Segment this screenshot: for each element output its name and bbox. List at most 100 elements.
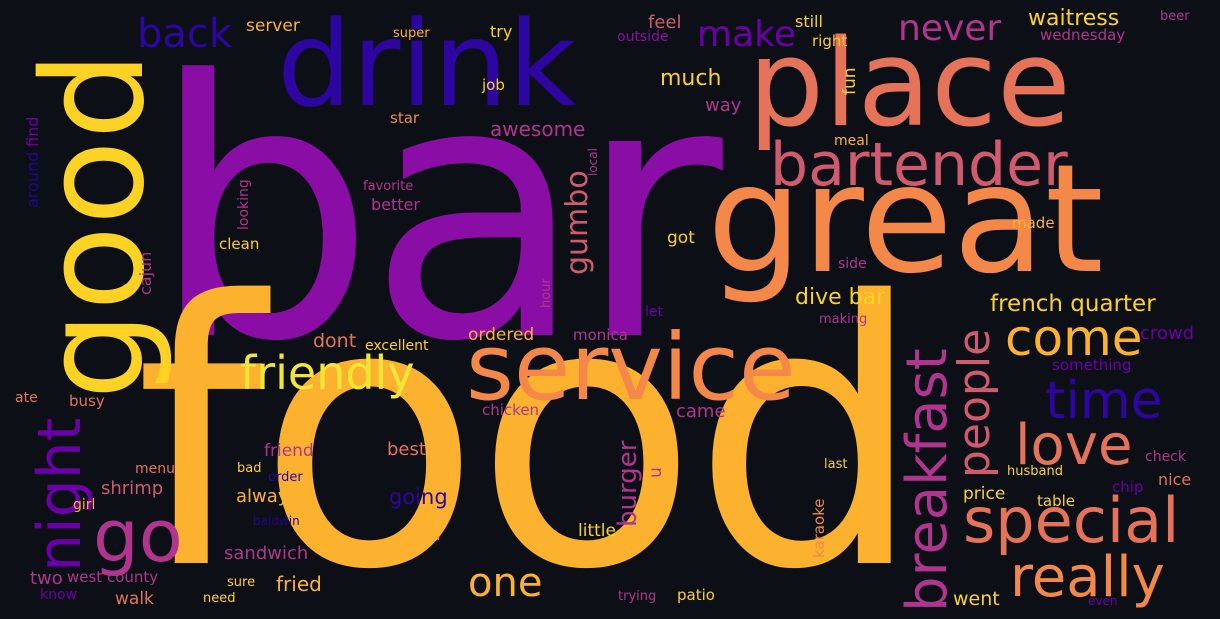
word-walk: walk [115,589,154,609]
word-make: make [697,14,796,55]
word-nice: nice [1158,470,1192,489]
word-server: server [246,16,300,36]
word-drink: drink [277,0,577,133]
word-better: better [371,195,420,214]
word-local: local [586,148,600,176]
word-baldwin: baldwin [253,514,300,528]
word-outside: outside [617,29,669,45]
word-let: let [645,304,663,320]
word-one: one [468,560,543,606]
word-making: making [819,312,868,327]
word-ordered: ordered [468,325,535,345]
word-find: find [23,116,42,147]
word-check: check [1145,449,1186,465]
word-even: even [1088,594,1118,608]
word-hour: hour [539,278,554,308]
word-fun: fun [840,67,860,95]
word-place: place [748,15,1071,154]
word-people: people [949,328,1000,478]
word-favorite: favorite [363,179,414,194]
word-night: night [25,417,95,572]
word-bartender: bartender [770,130,1068,200]
word-awesome: awesome [490,117,586,141]
word-back: back [137,11,233,57]
word-got: got [667,228,695,248]
word-u: u [646,467,666,478]
word-excellent: excellent [365,338,429,354]
word-right: right [812,32,848,50]
word-never: never [898,8,1002,49]
word-girl: girl [73,497,96,513]
word-west-county: west county [67,568,159,586]
word-came: came [676,401,726,422]
word-shrimp: shrimp [101,478,164,499]
word-meal: meal [834,133,869,149]
word-great: great [707,133,1104,307]
word-service: service [466,314,796,421]
word-went: went [953,588,1000,610]
word-go: go [93,494,183,578]
word-side: side [838,256,867,272]
word-husband: husband [1007,464,1063,479]
word-time: time [1045,371,1163,431]
word-food: food [135,225,924,619]
word-going: going [389,485,448,509]
word-last: last [824,457,848,472]
word-ate: ate [15,390,38,406]
word-chip: chip [1112,478,1144,496]
word-sandwich: sandwich [224,543,309,564]
word-burger: burger [613,440,643,527]
word-waitress: waitress [1028,6,1120,31]
word-wednesday: wednesday [1040,26,1126,44]
word-made: made [1012,214,1055,232]
word-chicken: chicken [482,401,540,419]
word-busy: busy [69,392,105,410]
word-something: something [1052,356,1132,374]
word-bad: bad [237,461,262,476]
word-come: come [1005,309,1143,367]
word-monica: monica [573,326,628,344]
word-order: order [268,470,303,485]
word-feel: feel [648,12,682,33]
word-way: way [705,95,742,116]
word-karaoke: karaoke [810,498,828,558]
word-patio: patio [677,586,715,604]
word-crowd: crowd [1140,323,1195,344]
word-gumbo: gumbo [560,170,595,275]
word-little: little [578,521,616,541]
word-good: good [13,50,176,400]
word-around: around [23,151,42,208]
word-served: served [396,529,441,544]
word-special: special [963,484,1180,557]
word-star: star [390,109,420,127]
word-friend: friend [264,441,314,461]
word-bar: bar [150,5,723,419]
word-best: best [387,439,426,460]
word-menu: menu [135,461,175,477]
word-love: love [1015,413,1133,478]
word-trying: trying [618,589,657,604]
word-sure: sure [227,575,256,590]
word-french-quarter: french quarter [990,291,1156,317]
word-need: need [203,591,236,606]
word-dive-bar: dive bar [795,285,886,310]
word-price: price [963,484,1006,504]
word-job: job [482,76,505,94]
word-clean: clean [219,235,260,253]
word-fried: fried [276,572,322,596]
word-dont: dont [313,330,357,352]
word-super: super [393,26,430,41]
word-cajun: cajun [136,251,155,295]
word-looking: looking [236,179,252,230]
word-breakfast: breakfast [895,348,960,612]
word-friendly: friendly [240,346,415,400]
word-really: really [1010,545,1165,610]
word-table: table [1037,492,1075,510]
word-always: always [236,486,298,507]
word-know: know [40,587,77,603]
word-much: much [660,66,722,91]
word-still: still [795,12,823,31]
word-two: two [30,568,63,589]
word-try: try [490,22,513,41]
